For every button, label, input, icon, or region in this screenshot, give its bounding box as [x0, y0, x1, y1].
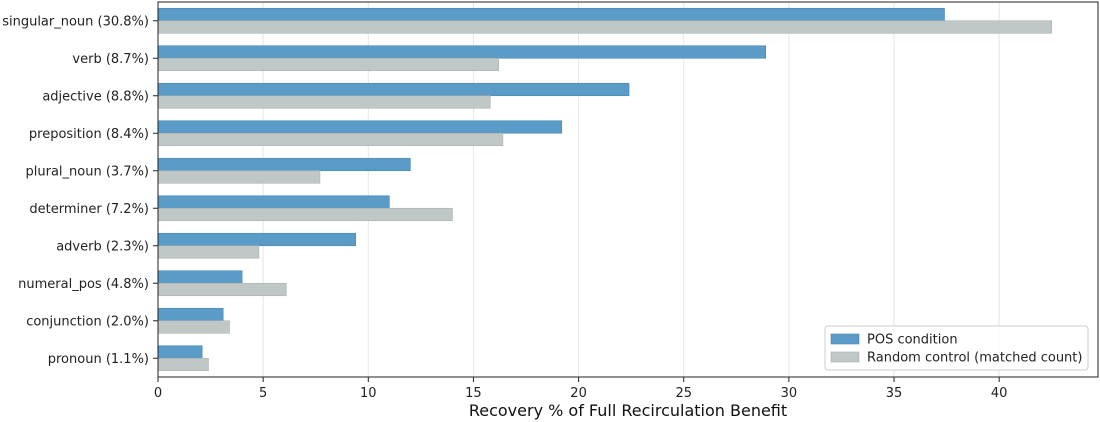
legend: POS condition Random control (matched co…	[824, 325, 1089, 371]
bar-random-control	[157, 20, 1053, 34]
y-tick-label: determiner (7.2%)	[29, 202, 149, 217]
x-tick-label: 30	[781, 386, 798, 401]
y-tick-label: adjective (8.8%)	[42, 89, 149, 104]
x-tick-label: 5	[259, 386, 267, 401]
bar-random-control	[157, 320, 230, 334]
x-tick-label: 10	[360, 386, 377, 401]
bar-random-control	[157, 170, 321, 184]
bar-pos-condition	[157, 45, 767, 59]
y-tick-label: singular_noun (30.8%)	[2, 14, 149, 29]
bar-pos-condition	[157, 7, 945, 22]
bar-pos-condition	[157, 307, 224, 322]
bar-pos-condition	[157, 82, 630, 97]
x-tick-label: 35	[886, 386, 903, 401]
legend-box	[824, 325, 1089, 371]
x-tick-label: 15	[465, 386, 482, 401]
bar-pos-condition	[157, 345, 203, 359]
bar-random-control	[157, 357, 209, 372]
bar-random-control	[157, 95, 491, 109]
y-axis: singular_noun (30.8%) verb (8.7%) adjectiv…	[2, 14, 158, 367]
x-tick-label: 40	[991, 386, 1008, 401]
x-tick-label: 25	[675, 386, 692, 401]
bars	[157, 7, 1053, 372]
bar-pos-condition	[157, 270, 243, 284]
bar-random-control	[157, 57, 499, 72]
x-tick-label: 20	[570, 386, 587, 401]
bar-pos-condition	[157, 120, 563, 134]
y-tick-label: pronoun (1.1%)	[48, 352, 149, 367]
legend-label-random-control: Random control (matched count)	[867, 351, 1082, 366]
legend-swatch-pos-condition	[830, 333, 860, 345]
y-tick-label: preposition (8.4%)	[29, 127, 149, 142]
y-tick-label: numeral_pos (4.8%)	[18, 277, 149, 292]
bar-pos-condition	[157, 232, 356, 247]
bar-random-control	[157, 132, 504, 147]
bar-random-control	[157, 207, 453, 222]
y-tick-label: verb (8.7%)	[72, 52, 149, 67]
y-tick-label: conjunction (2.0%)	[26, 314, 149, 329]
legend-label-pos-condition: POS condition	[867, 333, 958, 348]
plot-frame	[157, 1, 1099, 378]
x-axis: 0 5 10 15 20 25 30 35 40	[154, 377, 1008, 401]
bar-pos-condition	[157, 157, 411, 172]
bar-random-control	[157, 282, 287, 297]
y-tick-label: plural_noun (3.7%)	[26, 164, 150, 179]
x-tick-label: 0	[154, 386, 162, 401]
x-axis-title: Recovery % of Full Recirculation Benefit	[469, 401, 787, 420]
y-tick-label: adverb (2.3%)	[56, 239, 149, 254]
bar-random-control	[157, 245, 260, 259]
legend-swatch-random-control	[830, 351, 860, 363]
bar-pos-condition	[157, 195, 390, 209]
